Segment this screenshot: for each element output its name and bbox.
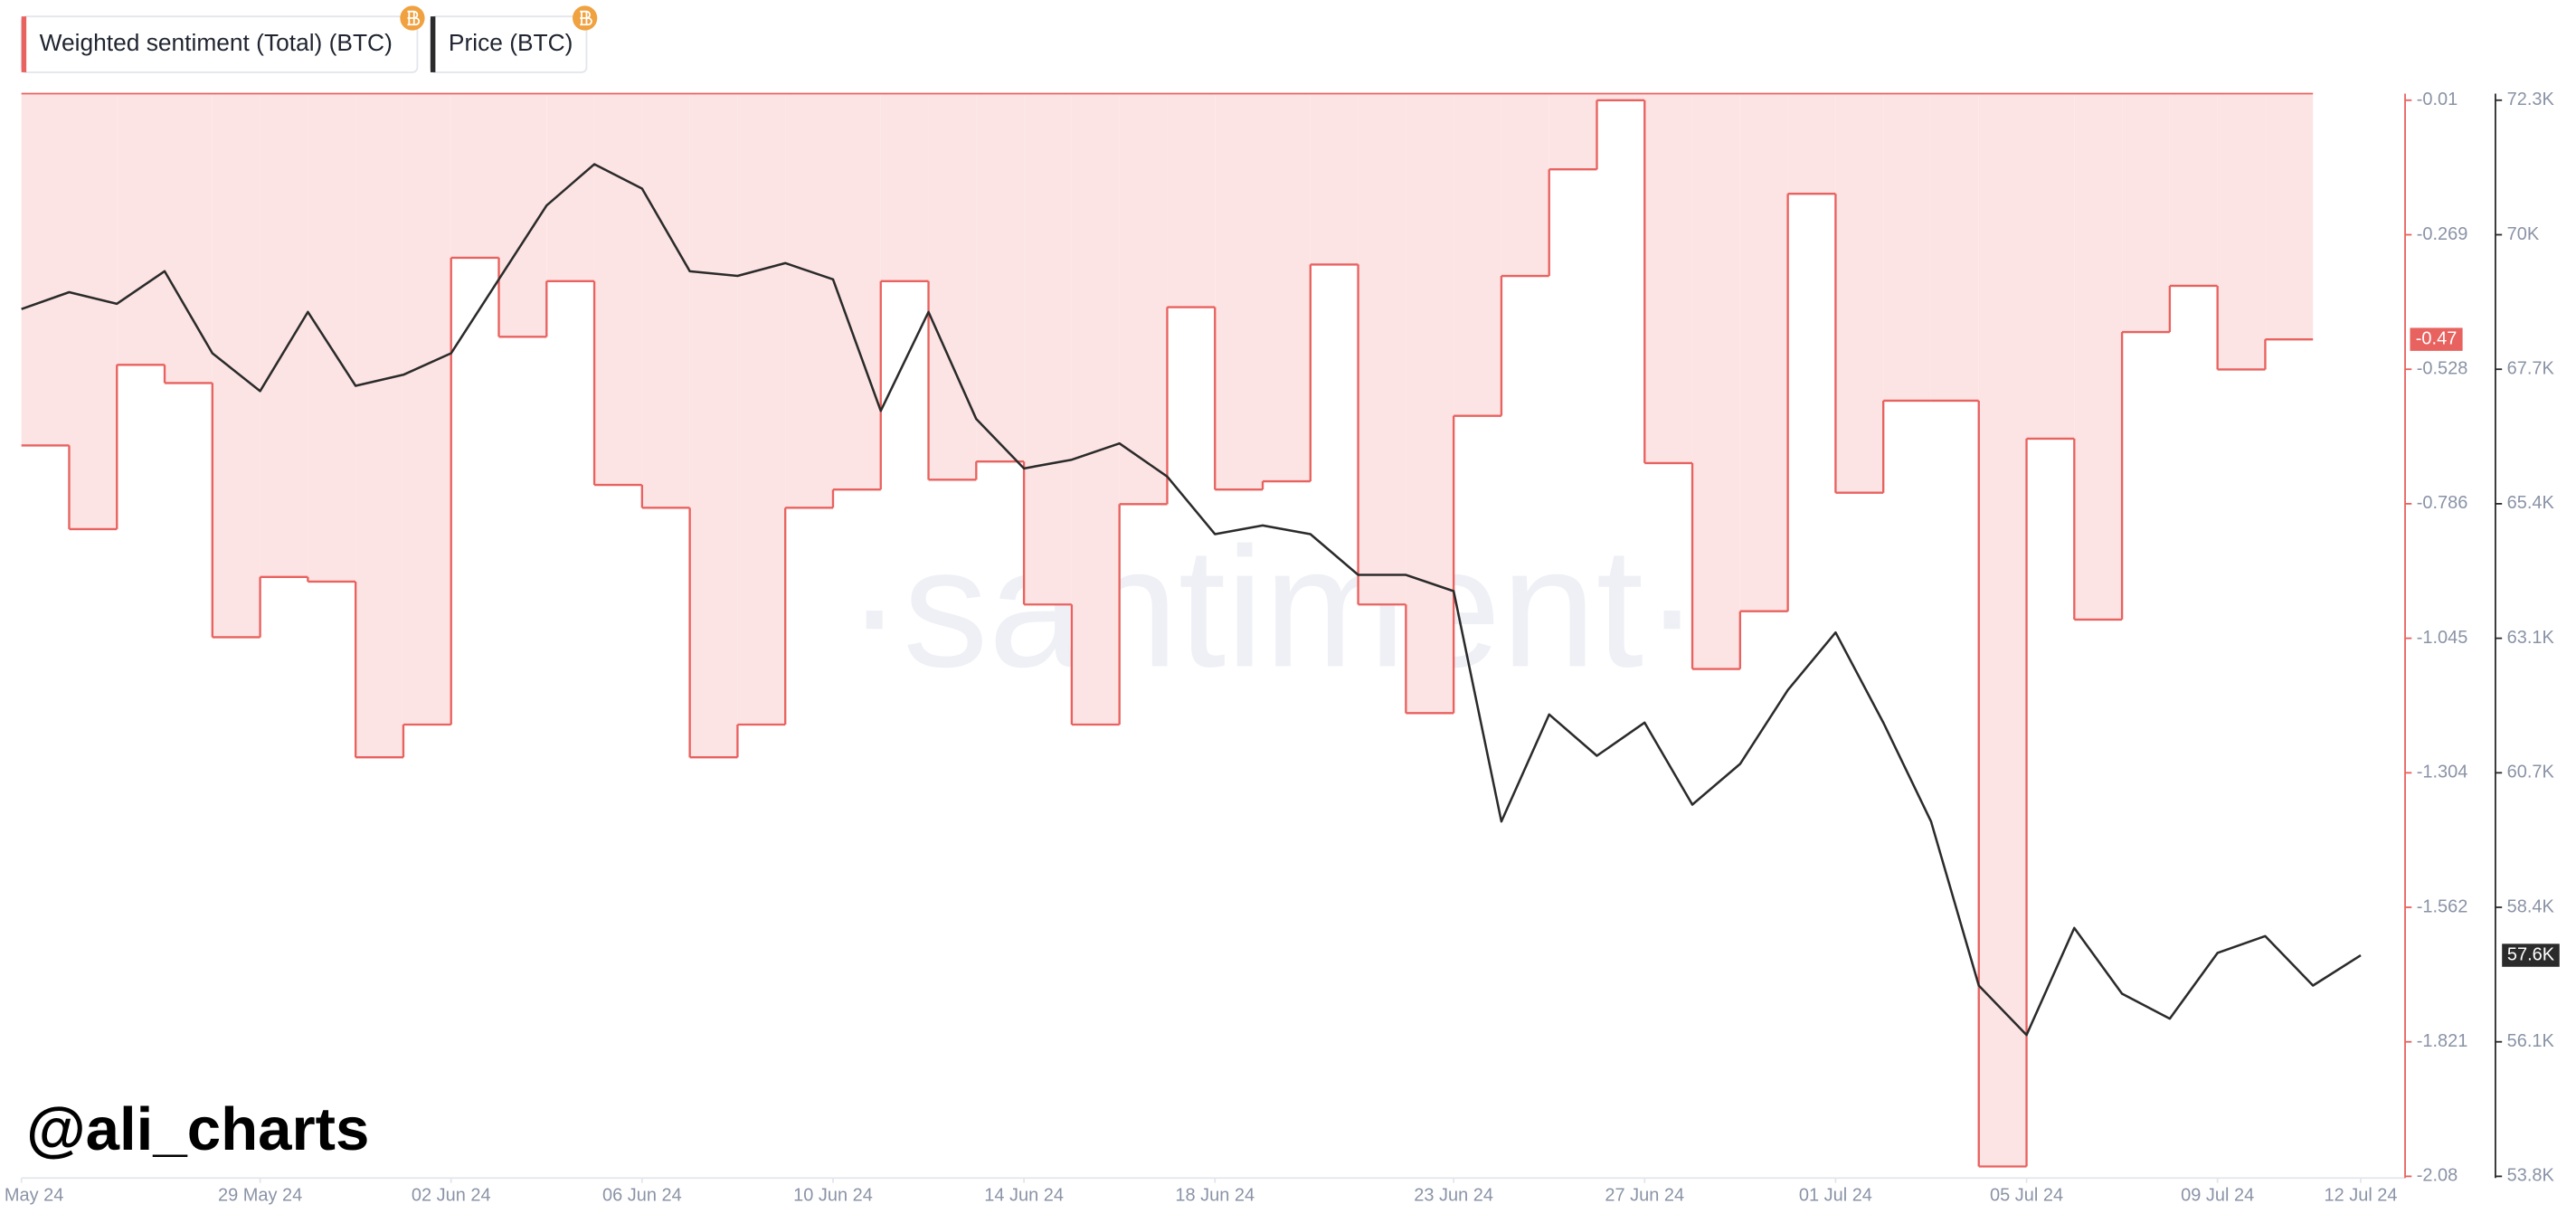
- y-tick-label: -1.304: [2417, 763, 2468, 782]
- sentiment-area: [498, 93, 547, 337]
- y-tick-label: -0.786: [2417, 493, 2468, 513]
- x-tick-label: 05 Jul 24: [1990, 1185, 2063, 1205]
- y2-tick-label: 53.8K: [2507, 1166, 2555, 1186]
- sentiment-area: [594, 93, 642, 486]
- y-tick-label: -0.01: [2417, 90, 2458, 109]
- y2-tick-label: 58.4K: [2507, 896, 2555, 916]
- y2-tick-label: 70K: [2507, 224, 2540, 244]
- y-tick-label: -1.562: [2417, 896, 2468, 916]
- sentiment-area: [212, 93, 260, 638]
- y2-tick-label: 72.3K: [2507, 90, 2555, 109]
- sentiment-area: [117, 93, 166, 365]
- sentiment-area: [641, 93, 690, 508]
- sentiment-area: [1024, 93, 1072, 605]
- handle: @ali_charts: [26, 1095, 369, 1163]
- legend-swatch: [21, 16, 27, 72]
- sentiment-area: [1358, 93, 1406, 605]
- sentiment-area: [1978, 93, 2027, 1167]
- y-tick-label: -1.045: [2417, 628, 2468, 648]
- x-tick-label: 14 Jun 24: [984, 1185, 1064, 1205]
- y-tick-label: -0.528: [2417, 358, 2468, 378]
- sentiment-area: [2074, 93, 2123, 620]
- sentiment-area: [2026, 93, 2075, 439]
- y-tick-label: -0.269: [2417, 224, 2468, 244]
- y2-tick-label: 56.1K: [2507, 1031, 2555, 1051]
- sentiment-area: [785, 93, 833, 508]
- sentiment-area: [165, 93, 213, 384]
- sentiment-area: [880, 93, 929, 281]
- sentiment-area: [1263, 93, 1311, 482]
- y2-tick-label: 63.1K: [2507, 628, 2555, 648]
- sentiment-area: [2265, 93, 2314, 340]
- current-value-tag: [2410, 327, 2463, 351]
- x-tick-label: 06 Jun 24: [602, 1185, 682, 1205]
- sentiment-area: [546, 93, 595, 281]
- x-tick-label: 23 Jun 24: [1414, 1185, 1493, 1205]
- x-tick-label: 27 Jun 24: [1605, 1185, 1684, 1205]
- sentiment-area: [69, 93, 118, 529]
- sentiment-area: [1883, 93, 1931, 401]
- sentiment-area: [1501, 93, 1549, 277]
- sentiment-area: [1644, 93, 1693, 463]
- x-tick-label: 10 Jun 24: [793, 1185, 873, 1205]
- watermark: ·santiment·: [846, 512, 1700, 703]
- sentiment-area: [928, 93, 977, 480]
- legend: Weighted sentiment (Total) (BTC) Price (…: [20, 5, 598, 73]
- sentiment-area: [308, 93, 356, 582]
- sentiment-area: [402, 93, 451, 725]
- legend-swatch: [430, 16, 436, 72]
- x-tick-label: 24 May 24: [0, 1185, 63, 1205]
- sentiment-area: [976, 93, 1025, 462]
- sentiment-area: [1167, 93, 1216, 308]
- sentiment-area: [2217, 93, 2266, 370]
- sentiment-area: [1835, 93, 1884, 493]
- current-value-tag: [2502, 943, 2560, 967]
- legend-label[interactable]: Price (BTC): [449, 29, 573, 56]
- btc-icon: [407, 10, 421, 26]
- sentiment-area: [832, 93, 881, 490]
- price-line: [21, 163, 2362, 1037]
- sentiment-area: [689, 93, 738, 758]
- x-tick-label: 29 May 24: [218, 1185, 302, 1205]
- sentiment-area: [737, 93, 786, 725]
- x-tick-label: 18 Jun 24: [1175, 1185, 1255, 1205]
- current-value-label: 57.6K: [2507, 944, 2555, 964]
- sentiment-area: [2122, 93, 2170, 333]
- x-tick-label: 01 Jul 24: [1799, 1185, 1872, 1205]
- sentiment-area: [1596, 93, 1645, 100]
- sentiment-area: [1739, 93, 1788, 612]
- x-tick-label: 02 Jun 24: [412, 1185, 491, 1205]
- sentiment-area: [1406, 93, 1454, 714]
- y2-tick-label: 67.7K: [2507, 358, 2555, 378]
- y-tick-label: -1.821: [2417, 1031, 2468, 1051]
- sentiment-series: [21, 92, 2314, 1168]
- sentiment-area: [1930, 93, 1979, 401]
- legend-label[interactable]: Weighted sentiment (Total) (BTC): [40, 29, 393, 56]
- sentiment-area: [2169, 93, 2218, 286]
- sentiment-area: [1787, 93, 1836, 194]
- sentiment-area: [355, 93, 403, 758]
- plot: [21, 92, 2362, 1168]
- sentiment-area: [1310, 93, 1359, 265]
- sentiment-area: [1548, 93, 1597, 170]
- sentiment-area: [450, 93, 499, 258]
- sentiment-area: [21, 93, 70, 446]
- sentiment-area: [1692, 93, 1740, 669]
- y2-tick-label: 65.4K: [2507, 493, 2555, 513]
- sentiment-area: [1119, 93, 1168, 505]
- btc-icon: [580, 10, 592, 26]
- x-tick-label: 12 Jul 24: [2324, 1185, 2397, 1205]
- current-value-label: -0.47: [2416, 328, 2458, 348]
- x-tick-label: 09 Jul 24: [2181, 1185, 2254, 1205]
- sentiment-area: [1215, 93, 1264, 490]
- sentiment-area: [1071, 93, 1120, 725]
- sentiment-area: [260, 93, 308, 577]
- sentiment-area: [1454, 93, 1501, 416]
- y-tick-label: -2.08: [2417, 1166, 2458, 1186]
- y2-tick-label: 60.7K: [2507, 763, 2555, 782]
